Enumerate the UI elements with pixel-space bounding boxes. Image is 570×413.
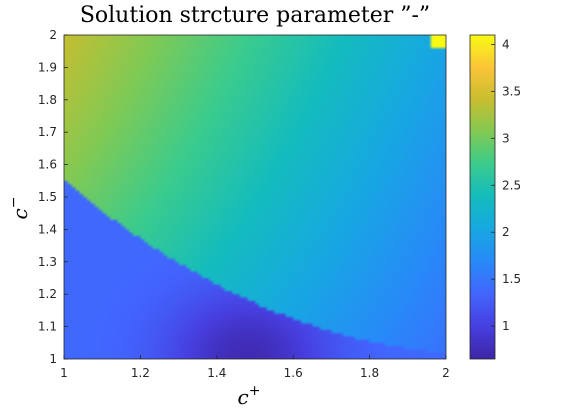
colorbar-tick-label: 1.5 — [502, 272, 521, 286]
colorbar-tick-label: 2 — [502, 225, 510, 239]
y-axis: 1 1.1 1.2 1.3 1.4 1.5 1.6 1.7 1.8 1.9 2 — [38, 28, 68, 366]
x-tick-label: 1.8 — [360, 366, 379, 380]
x-tick-label: 1 — [60, 366, 68, 380]
heatmap-image — [64, 35, 446, 359]
y-tick-label: 2 — [49, 28, 57, 42]
colorbar-tick-label: 1 — [502, 319, 510, 333]
x-tick-label: 1.2 — [131, 366, 150, 380]
y-tick-label: 1.8 — [38, 93, 57, 107]
y-axis-label-base: c — [8, 208, 32, 219]
colorbar-image — [470, 35, 495, 359]
colorbar-tick-label: 4 — [502, 37, 510, 51]
x-axis-label: c+ — [238, 383, 261, 409]
x-axis-label-base: c — [238, 385, 249, 409]
colorbar: 1 1.5 2 2.5 3 3.5 4 — [469, 34, 521, 360]
x-axis: 1 1.2 1.4 1.6 1.8 2 — [60, 355, 450, 380]
y-axis-label-sup: − — [6, 197, 22, 209]
colorbar-tick-label: 3.5 — [502, 84, 521, 98]
chart-title: Solution strcture parameter ”-” — [80, 3, 430, 28]
y-tick-label: 1.7 — [38, 125, 57, 139]
y-axis-label: c− — [6, 197, 32, 220]
colorbar-ticks: 1 1.5 2 2.5 3 3.5 4 — [491, 37, 521, 333]
y-tick-label: 1.6 — [38, 158, 57, 172]
y-tick-label: 1.1 — [38, 320, 57, 334]
y-tick-label: 1 — [49, 352, 57, 366]
y-tick-label: 1.5 — [38, 190, 57, 204]
x-tick-label: 1.6 — [284, 366, 303, 380]
y-tick-label: 1.3 — [38, 255, 57, 269]
colorbar-frame — [469, 34, 496, 360]
colorbar-tick-label: 3 — [502, 131, 510, 145]
x-tick-label: 2 — [442, 366, 450, 380]
colorbar-tick-label: 2.5 — [502, 178, 521, 192]
x-tick-label: 1.4 — [207, 366, 226, 380]
x-axis-label-sup: + — [249, 383, 261, 399]
y-tick-label: 1.4 — [38, 222, 57, 236]
y-tick-label: 1.2 — [38, 287, 57, 301]
heatmap-cells — [64, 35, 446, 359]
y-tick-label: 1.9 — [38, 60, 57, 74]
